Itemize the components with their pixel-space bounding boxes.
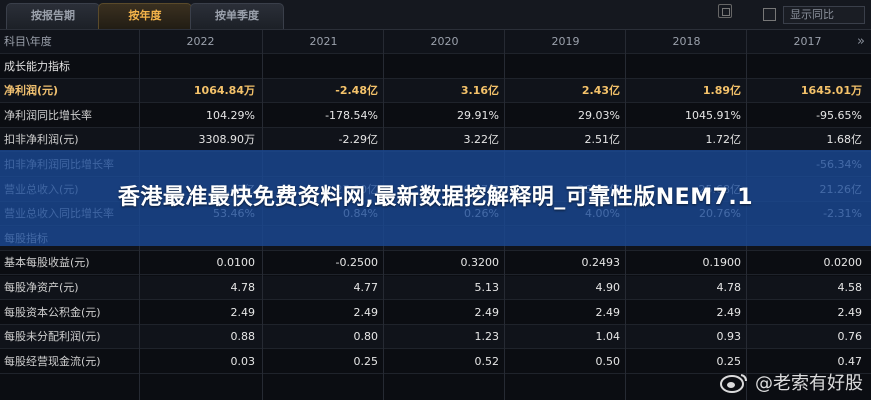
- row-label: 每股经营现金流(元): [4, 354, 101, 368]
- table-cell: 4.78: [716, 281, 742, 294]
- table-cell: 0.47: [837, 354, 863, 368]
- header-year: 2017: [793, 35, 822, 48]
- table-row: 每股净资产(元) 4.78 4.77 5.13 4.90 4.78 4.58: [0, 276, 871, 300]
- table-cell: 0.0200: [823, 256, 863, 270]
- table-cell: 2.43亿: [581, 84, 620, 98]
- table-cell: 2.51亿: [584, 133, 621, 147]
- table-cell: 0.25: [353, 354, 379, 368]
- weibo-logo-icon: [720, 374, 747, 393]
- row-label: 成长能力指标: [4, 59, 70, 73]
- table-row: 净利润(元) 1064.84万 -2.48亿 3.16亿 2.43亿 1.89亿 1645.…: [0, 79, 871, 104]
- table-cell: 2.49: [474, 305, 500, 319]
- table-cell: 4.78: [230, 281, 256, 294]
- table-cell: -2.48亿: [335, 84, 378, 98]
- table-cell: 1.04: [595, 330, 621, 344]
- row-label: 基本每股收益(元): [4, 256, 90, 270]
- table-cell: [505, 55, 626, 79]
- top-tab-bar: 按报告期 按年度 按单季度 显示同比: [0, 0, 871, 30]
- table-cell: 0.93: [716, 330, 742, 344]
- watermark-text: @老索有好股: [755, 373, 863, 394]
- scroll-right-chevron-icon[interactable]: »: [857, 34, 865, 49]
- table-cell: 0.50: [595, 354, 621, 368]
- table-header-row: 科目\年度 2022 2021 2020 2019 2018 2017 »: [0, 30, 871, 54]
- table-cell: [140, 55, 261, 79]
- table-cell: -2.29亿: [338, 133, 378, 147]
- table-cell: [747, 55, 868, 79]
- table-cell: 1064.84万: [193, 84, 255, 98]
- table-cell: 0.3200: [460, 256, 500, 270]
- table-cell: 2.49: [837, 305, 863, 319]
- window-restore-icon[interactable]: [718, 4, 732, 18]
- table-cell: 0.80: [353, 330, 379, 344]
- show-yoy-checkbox[interactable]: [763, 8, 776, 21]
- table-cell: 2.49: [353, 305, 379, 319]
- table-cell: 0.1900: [702, 256, 742, 270]
- table-cell: -178.54%: [325, 108, 378, 122]
- tab-by-report-period[interactable]: 按报告期: [6, 3, 100, 29]
- header-year: 2022: [186, 35, 215, 48]
- table-row: 每股经营现金流(元) 0.03 0.25 0.52 0.50 0.25 0.47: [0, 350, 871, 374]
- table-cell: 0.2493: [581, 256, 621, 270]
- table-cell: -95.65%: [816, 108, 862, 122]
- table-row: 每股资本公积金(元) 2.49 2.49 2.49 2.49 2.49 2.49: [0, 301, 871, 325]
- table-row: 扣非净利润(元) 3308.90万 -2.29亿 3.22亿 2.51亿 1.72亿 1.6…: [0, 128, 871, 153]
- header-year: 2021: [309, 35, 338, 48]
- table-cell: 4.77: [353, 281, 379, 294]
- table-cell: 5.13: [474, 281, 500, 294]
- table-cell: 29.91%: [457, 108, 499, 122]
- table-cell: 2.49: [595, 305, 621, 319]
- row-label: 每股净资产(元): [4, 281, 79, 294]
- header-year: 2020: [430, 35, 459, 48]
- table-section-row: 成长能力指标: [0, 55, 871, 79]
- table-cell: 1.68亿: [826, 133, 863, 147]
- table-cell: 1.89亿: [702, 84, 741, 98]
- table-cell: 0.52: [474, 354, 500, 368]
- header-year: 2019: [551, 35, 580, 48]
- table-cell: 3.22亿: [463, 133, 500, 147]
- table-row: 净利润同比增长率 104.29% -178.54% 29.91% 29.03% 1045.…: [0, 104, 871, 128]
- header-year: 2018: [672, 35, 701, 48]
- table-cell: [384, 55, 505, 79]
- table-cell: 1.72亿: [705, 133, 742, 147]
- table-cell: 2.49: [716, 305, 742, 319]
- table-cell: [626, 55, 747, 79]
- headline-title: 香港最准最快免费资料网,最新数据挖解释明_可靠性版NEM7.1: [117, 185, 754, 210]
- table-cell: 1045.91%: [685, 108, 741, 122]
- table-cell: [263, 55, 384, 79]
- tab-by-year[interactable]: 按年度: [98, 3, 192, 29]
- table-cell: 3308.90万: [198, 133, 256, 147]
- table-row: 基本每股收益(元) 0.0100 -0.2500 0.3200 0.2493 0.1900…: [0, 251, 871, 276]
- table-cell: 104.29%: [206, 108, 255, 122]
- table-row: 每股未分配利润(元) 0.88 0.80 1.23 1.04 0.93 0.76: [0, 325, 871, 350]
- tab-by-quarter[interactable]: 按单季度: [190, 3, 284, 29]
- table-cell: -0.2500: [335, 256, 378, 270]
- row-label: 净利润(元): [4, 84, 59, 98]
- table-cell: 2.49: [230, 305, 256, 319]
- table-cell: 4.58: [837, 281, 863, 294]
- table-cell: 0.03: [230, 354, 256, 368]
- table-cell: 3.16亿: [460, 84, 499, 98]
- table-cell: 0.76: [837, 330, 863, 344]
- table-cell: 29.03%: [578, 108, 620, 122]
- row-label: 每股未分配利润(元): [4, 330, 101, 344]
- row-label: 扣非净利润(元): [4, 133, 79, 147]
- headline-banner: 香港最准最快免费资料网,最新数据挖解释明_可靠性版NEM7.1: [0, 150, 871, 246]
- show-yoy-label[interactable]: 显示同比: [783, 6, 865, 24]
- table-cell: 0.88: [230, 330, 256, 344]
- table-cell: 0.25: [716, 354, 742, 368]
- table-cell: 0.0100: [216, 256, 256, 270]
- table-cell: 1.23: [474, 330, 500, 344]
- table-cell: 1645.01万: [800, 84, 862, 98]
- row-label: 净利润同比增长率: [4, 108, 92, 122]
- header-subject-year: 科目\年度: [4, 35, 52, 48]
- table-cell: 4.90: [595, 281, 621, 294]
- weibo-watermark: @老索有好股: [719, 368, 863, 396]
- row-label: 每股资本公积金(元): [4, 305, 101, 319]
